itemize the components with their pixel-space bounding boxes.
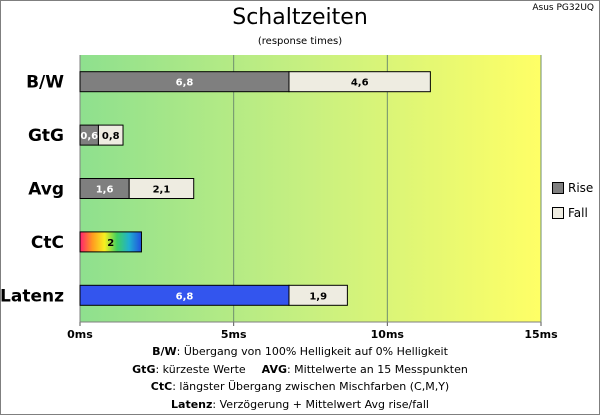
data-label: 0,6 bbox=[80, 131, 98, 142]
note-text-bw: : Übergang von 100% Helligkeit auf 0% He… bbox=[176, 345, 448, 358]
note-text-gtg: : kürzeste Werte bbox=[155, 362, 246, 376]
chart-subtitle: (response times) bbox=[257, 36, 343, 47]
data-label: 2,1 bbox=[153, 185, 171, 196]
data-label: 4,6 bbox=[351, 78, 369, 89]
note-line-gtg-avg: GtG: kürzeste Werte AVG: Mittelwerte an 1… bbox=[0, 361, 600, 379]
data-label: 6,8 bbox=[176, 78, 194, 89]
data-label: 6,8 bbox=[176, 291, 194, 302]
x-tick-label: 0ms bbox=[67, 328, 93, 341]
x-tick-label: 10ms bbox=[371, 328, 405, 341]
data-label: 1,6 bbox=[96, 185, 114, 196]
note-text-ctc: : längster Übergang zwischen Mischfarben… bbox=[172, 380, 450, 393]
category-label: GtG bbox=[28, 126, 64, 146]
note-text-latenz: : Verzögerung + Mittelwert Avg rise/fall bbox=[212, 397, 429, 411]
note-line-latenz: Latenz: Verzögerung + Mittelwert Avg ris… bbox=[0, 396, 600, 414]
note-key-ctc: CtC bbox=[150, 380, 173, 393]
bar-rise bbox=[79, 231, 142, 253]
note-line-ctc: CtC: längster Übergang zwischen Mischfar… bbox=[0, 378, 600, 396]
monitor-model: Asus PG32UQ bbox=[532, 3, 594, 13]
note-key-bw: B/W bbox=[152, 345, 177, 358]
note-text-avg: : Mittelwerte an 15 Messpunkten bbox=[286, 362, 468, 376]
note-key-avg: AVG bbox=[261, 362, 287, 376]
category-label: CtC bbox=[31, 233, 64, 253]
x-tick-label: 5ms bbox=[221, 328, 247, 341]
legend-label-fall: Fall bbox=[568, 206, 588, 220]
data-label: 1,9 bbox=[309, 291, 327, 302]
category-label: B/W bbox=[26, 73, 64, 93]
category-label: Avg bbox=[28, 180, 64, 200]
note-key-latenz: Latenz bbox=[171, 397, 213, 411]
bar-fall bbox=[288, 71, 431, 93]
category-label: Latenz bbox=[0, 286, 64, 306]
legend-item-rise: Rise bbox=[552, 180, 593, 196]
data-label: 0,8 bbox=[102, 131, 120, 142]
chart-legend: Rise Fall bbox=[552, 180, 593, 230]
bar-fall bbox=[288, 284, 348, 306]
bar-fall bbox=[97, 124, 124, 146]
chart-title: Schaltzeiten bbox=[232, 5, 368, 30]
legend-swatch-rise bbox=[552, 182, 564, 194]
chart-notes: B/W: Übergang von 100% Helligkeit auf 0%… bbox=[0, 343, 600, 413]
data-label: 2 bbox=[107, 238, 114, 249]
x-tick-label: 15ms bbox=[524, 328, 558, 341]
note-key-gtg: GtG bbox=[132, 362, 156, 376]
legend-item-fall: Fall bbox=[552, 205, 593, 221]
note-line-bw: B/W: Übergang von 100% Helligkeit auf 0%… bbox=[0, 343, 600, 361]
legend-swatch-fall bbox=[552, 207, 564, 219]
legend-label-rise: Rise bbox=[568, 181, 594, 195]
bar-fall bbox=[128, 178, 195, 199]
